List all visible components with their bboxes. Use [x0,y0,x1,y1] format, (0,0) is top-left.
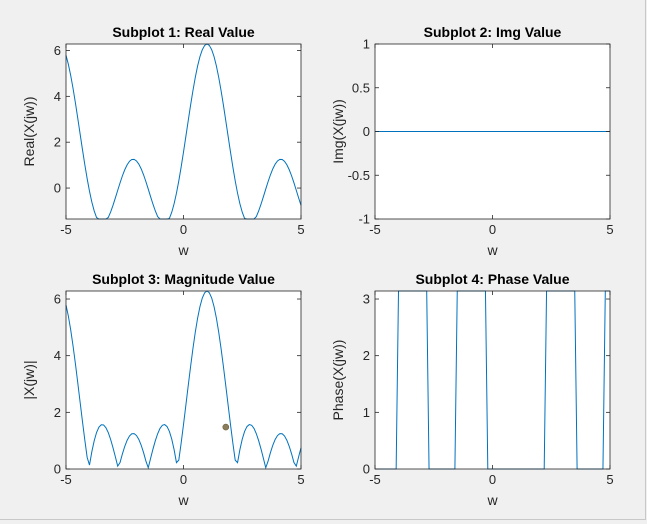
y-tick-label: 2 [54,135,61,150]
x-axis-label: w [177,492,189,508]
x-tick-label: -5 [60,472,72,487]
x-axis-label: w [177,242,189,258]
x-tick-label: -5 [60,222,72,237]
y-axis-label: Real(X(jw)) [21,97,37,167]
y-tick-label: 6 [54,292,61,307]
x-axis-label: w [486,242,498,258]
data-cursor-marker[interactable] [222,423,230,431]
x-tick-label: 0 [180,222,187,237]
x-tick-label: 5 [606,472,613,487]
axes-background [66,44,301,219]
x-tick-label: 0 [489,472,496,487]
x-tick-label: -5 [369,222,381,237]
y-tick-label: 6 [54,43,61,58]
y-tick-label: 3 [363,292,370,307]
x-axis-label: w [486,492,498,508]
x-tick-label: 5 [297,222,304,237]
plot-title: Subplot 1: Real Value [112,24,255,40]
axes-background [375,291,610,469]
y-axis-label: Phase(X(jw)) [330,340,346,421]
y-tick-label: 2 [54,405,61,420]
x-tick-label: 0 [489,222,496,237]
y-tick-label: 2 [363,348,370,363]
y-tick-label: 0 [54,181,61,196]
plot-title: Subplot 2: Img Value [424,24,562,40]
y-tick-label: -0.5 [348,168,370,183]
y-tick-label: 0 [363,462,370,477]
plot-title: Subplot 4: Phase Value [415,271,569,287]
y-tick-label: 1 [363,37,370,52]
subplot-2: -5 0 5 -1 -0.5 0 0.5 1 Subplot 2: Img Value w Img(… [330,24,614,258]
y-axis-label: Img(X(jw)) [330,99,346,164]
y-tick-label: 0 [54,462,61,477]
x-tick-label: 0 [180,472,187,487]
axes-background [66,291,301,469]
x-tick-label: 5 [606,222,613,237]
series-line-1 [65,290,302,470]
y-tick-label: 0 [363,124,370,139]
plot-title: Subplot 3: Magnitude Value [92,271,275,287]
x-tick-label: -5 [369,472,381,487]
y-tick-label: 4 [54,89,61,104]
y-tick-label: -1 [358,212,370,227]
y-tick-label: 1 [363,405,370,420]
y-axis-label: |X(jw)| [21,360,37,399]
y-tick-label: 0.5 [352,80,370,95]
subplot-1: -5 0 5 0 2 4 6 Subplot 1: Real Value w Real(X(jw)… [21,24,305,258]
x-tick-label: 5 [297,472,304,487]
y-tick-label: 4 [54,348,61,363]
